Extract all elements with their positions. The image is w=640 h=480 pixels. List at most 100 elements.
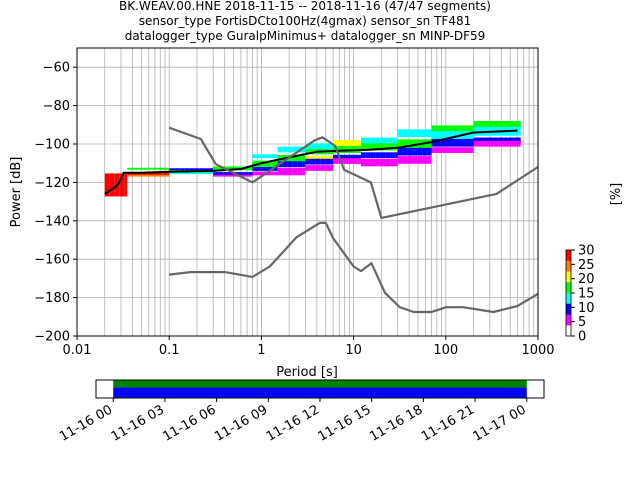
- heatmap-cell: [333, 154, 339, 161]
- heatmap-cell: [142, 167, 148, 170]
- heatmap-cell: [267, 167, 273, 171]
- colorbar-tick-label: 15: [578, 287, 595, 302]
- ppsd-heatmap: [104, 120, 521, 197]
- heatmap-cell: [223, 172, 229, 176]
- heatmap-cell: [483, 140, 489, 147]
- heatmap-cell: [302, 167, 306, 176]
- heatmap-cell: [493, 120, 499, 127]
- heatmap-cell: [167, 167, 170, 170]
- heatmap-cell: [287, 161, 293, 168]
- y-tick-label: −80: [43, 99, 70, 114]
- timeline-tick-label: 11-16 18: [367, 402, 425, 444]
- heatmap-cell: [315, 146, 321, 155]
- y-tick-label: −160: [34, 253, 70, 268]
- y-axis-label: Power [dB]: [9, 157, 24, 228]
- heatmap-cell: [395, 137, 398, 144]
- colorbar-segment: [566, 282, 571, 294]
- heatmap-cell: [147, 167, 153, 170]
- heatmap-cell: [422, 129, 428, 138]
- colorbar-label: [%]: [609, 183, 624, 206]
- heatmap-cell: [257, 171, 263, 176]
- heatmap-cell: [252, 154, 258, 159]
- heatmap-cell: [302, 154, 306, 163]
- heatmap-cell: [395, 142, 398, 151]
- heatmap-cell: [152, 174, 158, 177]
- heatmap-cell: [338, 145, 344, 153]
- x-tick-label: 1000: [521, 343, 554, 358]
- colorbar-segment: [566, 271, 571, 283]
- heatmap-cell: [380, 137, 386, 144]
- heatmap-cell: [189, 168, 195, 171]
- timeline-tick-label: 11-16 06: [160, 402, 218, 444]
- heatmap-cell: [213, 172, 219, 176]
- colorbar-tick-label: 5: [578, 315, 586, 330]
- heatmap-cell: [473, 140, 479, 147]
- heatmap-cell: [370, 158, 376, 167]
- heatmap-cell: [456, 125, 462, 132]
- heatmap-cell: [167, 172, 170, 176]
- heatmap-cell: [305, 165, 311, 171]
- heatmap-cell: [461, 138, 467, 147]
- heatmap-cell: [456, 147, 462, 153]
- heatmap-cell: [518, 126, 521, 136]
- heatmap-cell: [513, 120, 519, 127]
- heatmap-cell: [397, 156, 403, 164]
- heatmap-cell: [338, 140, 344, 146]
- heatmap-cell: [446, 138, 452, 147]
- heatmap-cell: [262, 160, 268, 169]
- heatmap-cell: [333, 158, 339, 164]
- heatmap-cell: [223, 174, 229, 177]
- heatmap-cell: [360, 152, 366, 159]
- heatmap-cell: [310, 143, 316, 150]
- heatmap-cell: [169, 172, 175, 175]
- heatmap-cell: [272, 171, 278, 176]
- heatmap-cell: [385, 137, 391, 144]
- heatmap-cell: [348, 140, 354, 146]
- y-axis: −200 −180 −160 −140 −120 −100 −80 −60: [34, 61, 77, 345]
- heatmap-cell: [353, 154, 359, 161]
- heatmap-cell: [441, 125, 447, 132]
- heatmap-cell: [431, 147, 437, 153]
- heatmap-cell: [302, 161, 306, 168]
- heatmap-cell: [397, 147, 403, 156]
- heatmap-cell: [451, 125, 457, 132]
- heatmap-cell: [446, 147, 452, 153]
- heatmap-cell: [137, 167, 143, 170]
- heatmap-cell: [348, 158, 354, 164]
- heatmap-cell: [330, 165, 334, 171]
- heatmap-cell: [262, 154, 268, 159]
- heatmap-cell: [315, 156, 321, 160]
- timeline-tick-label: 11-16 03: [109, 402, 167, 444]
- heatmap-cell: [157, 172, 163, 176]
- heatmap-cell: [137, 172, 143, 176]
- heatmap-cell: [330, 156, 334, 160]
- heatmap-cell: [431, 125, 437, 132]
- heatmap-cell: [137, 174, 143, 177]
- heatmap-cell: [436, 130, 442, 141]
- heatmap-cell: [292, 146, 298, 153]
- heatmap-cell: [119, 173, 125, 197]
- heatmap-cell: [243, 172, 249, 176]
- heatmap-cell: [292, 161, 298, 168]
- heatmap-cell: [513, 140, 519, 147]
- heatmap-cell: [471, 130, 474, 141]
- heatmap-cell: [213, 174, 219, 177]
- heatmap-cell: [297, 161, 303, 168]
- heatmap-cell: [385, 152, 391, 159]
- heatmap-cell: [466, 125, 472, 132]
- heatmap-cell: [473, 126, 479, 136]
- heatmap-cell: [466, 147, 472, 153]
- heatmap-cell: [262, 167, 268, 171]
- heatmap-cell: [390, 137, 396, 144]
- heatmap-cell: [436, 138, 442, 147]
- heatmap-cell: [402, 129, 408, 138]
- heatmap-cell: [325, 143, 331, 150]
- heatmap-cell: [508, 120, 514, 127]
- heatmap-cell: [109, 173, 115, 197]
- heatmap-cell: [320, 156, 326, 160]
- heatmap-cell: [422, 139, 428, 150]
- heatmap-cell: [287, 154, 293, 163]
- heatmap-cell: [282, 167, 288, 176]
- heatmap-cell: [412, 156, 418, 164]
- y-tick-label: −100: [34, 138, 70, 153]
